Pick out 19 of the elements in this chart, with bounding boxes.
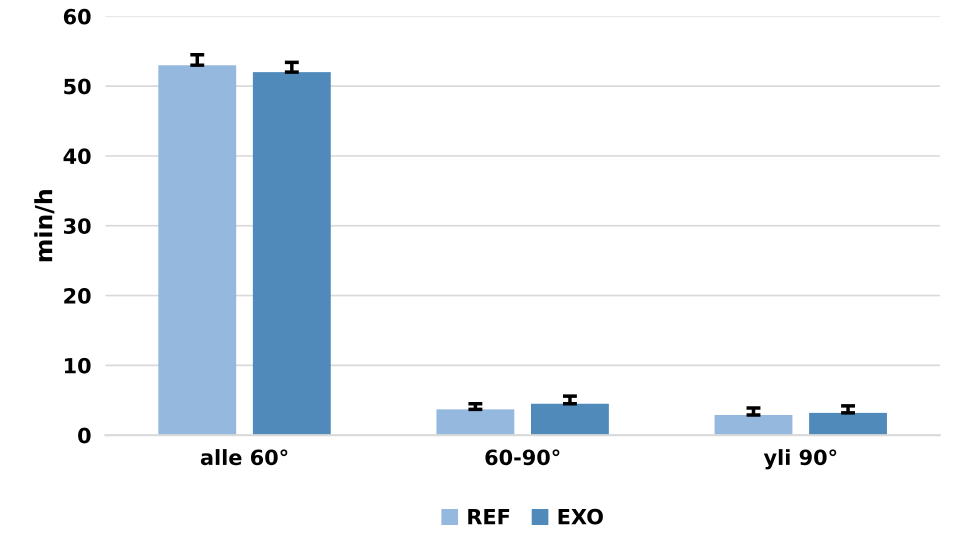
bar <box>158 65 236 436</box>
y-tick-label: 0 <box>78 428 91 444</box>
x-tick-label: 60-90° <box>485 449 560 466</box>
x-tick-label: alle 60° <box>200 449 288 466</box>
bar <box>809 412 887 436</box>
bar <box>252 72 331 436</box>
bar <box>531 404 609 436</box>
y-tick-label: 60 <box>64 8 91 25</box>
legend-label: REF <box>468 509 510 524</box>
bar <box>714 414 792 436</box>
y-tick-label: 10 <box>64 358 91 374</box>
y-tick-label: 30 <box>64 218 91 234</box>
y-tick-label: 40 <box>64 148 91 164</box>
y-tick-label: 20 <box>64 288 91 304</box>
x-tick-label: yli 90° <box>764 449 836 470</box>
y-tick-label: 50 <box>64 78 91 94</box>
bar <box>436 409 514 436</box>
legend-label: EXO <box>558 508 603 525</box>
y-axis-title: min/h <box>34 190 54 262</box>
